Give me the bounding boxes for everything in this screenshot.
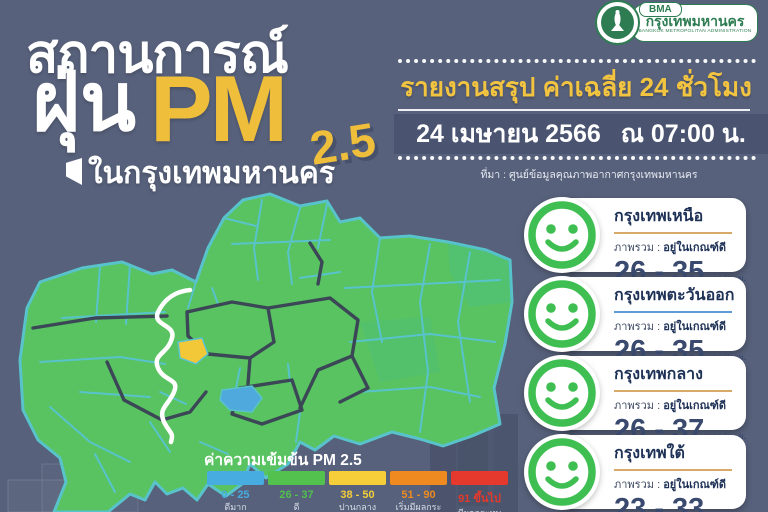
legend-item: 91 ขึ้นไป มีผลกระทบต่อสุขภาพ [451, 471, 508, 512]
card-divider [614, 390, 732, 392]
bma-emblem-icon [611, 10, 624, 31]
smiley-good-icon [522, 353, 602, 433]
bma-name-thai: กรุงเทพมหานคร [645, 13, 745, 29]
report-date: 24 เมษายน 2566 [416, 120, 601, 148]
region-overview: ภาพรวม : อยู่ในเกณฑ์ดี [614, 479, 727, 491]
bma-name-english: BANGKOK METROPOLITAN ADMINISTRATION [638, 29, 752, 34]
data-source-note: ที่มา : ศูนย์ข้อมูลคุณภาพอากาศกรุงเทพมหา… [480, 169, 698, 181]
header-rule [398, 109, 750, 111]
region-card-central: กรุงเทพกลาง ภาพรวม : อยู่ในเกณฑ์ดี 26 - … [556, 356, 746, 446]
region-overview: ภาพรวม : อยู่ในเกณฑ์ดี [614, 242, 727, 254]
dotted-divider-top [398, 59, 756, 63]
region-name: กรุงเทพตะวันออก [614, 287, 735, 304]
card-divider [614, 232, 732, 234]
report-time: ณ 07:00 น. [620, 120, 746, 148]
region-overview: ภาพรวม : อยู่ในเกณฑ์ดี [614, 400, 727, 412]
legend-swatch [268, 471, 325, 485]
region-name: กรุงเทพเหนือ [614, 208, 704, 225]
bma-abbr-badge: BMA [639, 2, 682, 17]
legend-title: ค่าความเข้มข้น PM 2.5 [204, 452, 362, 469]
district-borders [39, 199, 501, 493]
region-card-south: กรุงเทพใต้ ภาพรวม : อยู่ในเกณฑ์ดี 23 - 3… [556, 435, 746, 512]
region-overview: ภาพรวม : อยู่ในเกณฑ์ดี [614, 321, 727, 333]
legend-swatch [329, 471, 386, 485]
page-title-pm: PM [150, 56, 288, 161]
card-divider [614, 469, 732, 471]
legend-item: 51 - 90 เริ่มมีผลกระทบต่อสุขภาพ [390, 471, 447, 512]
chao-phraya-river [154, 287, 193, 445]
legend-item: 26 - 37 ดี [268, 471, 325, 512]
region-name: กรุงเทพใต้ [614, 445, 685, 462]
district-highlight-yellow [177, 337, 209, 365]
smiley-good-icon [522, 432, 602, 512]
district-highlight-blue [219, 385, 263, 413]
smiley-good-icon [522, 195, 602, 275]
bma-seal-icon [595, 0, 640, 45]
title-tail-mark [66, 158, 82, 185]
pm25-legend: 0 - 25 ดีมาก 26 - 37 ดี 38 - 50 ปานกลาง … [207, 471, 508, 512]
legend-item: 0 - 25 ดีมาก [207, 471, 264, 512]
region-name: กรุงเทพกลาง [614, 366, 703, 383]
legend-swatch [451, 471, 508, 485]
dotted-divider-bottom [398, 156, 756, 160]
smiley-good-icon [522, 274, 602, 354]
legend-swatch [390, 471, 447, 485]
region-card-east: กรุงเทพตะวันออก ภาพรวม : อยู่ในเกณฑ์ดี 2… [556, 277, 746, 367]
legend-swatch [207, 471, 264, 485]
page-title-line1: สถานการณ์ [26, 25, 289, 84]
legend-item: 38 - 50 ปานกลาง [329, 471, 386, 512]
page-title-dust-word: ฝุ่น [32, 57, 137, 148]
report-heading: รายงานสรุป ค่าเฉลี่ย 24 ชั่วโมง [400, 72, 752, 102]
region-range: 23 - 33มคก./ลบ.ม. [614, 493, 746, 512]
page-title-line3: ในกรุงเทพมหานคร [88, 157, 335, 190]
bma-logo: BMA กรุงเทพมหานคร BANGKOK METROPOLITAN A… [632, 2, 758, 42]
report-datebar: 24 เมษายน 2566 ณ 07:00 น. [394, 114, 768, 154]
card-divider [614, 311, 732, 313]
region-card-north: กรุงเทพเหนือ ภาพรวม : อยู่ในเกณฑ์ดี 26 -… [556, 198, 746, 288]
